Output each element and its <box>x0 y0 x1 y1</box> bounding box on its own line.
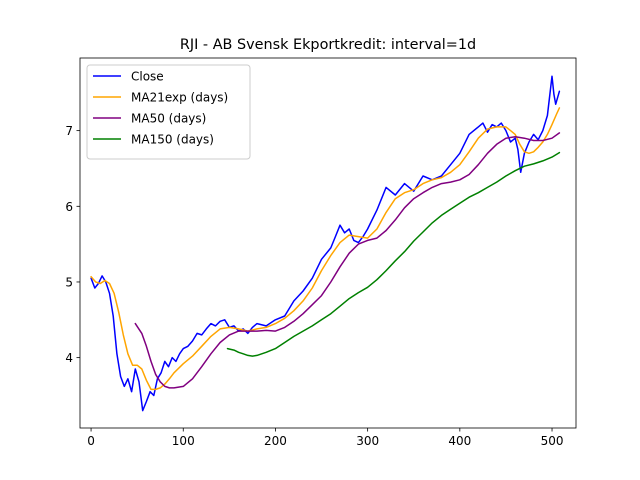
x-axis: 0 100 200 300 400 500 <box>87 428 563 448</box>
x-tick-label: 500 <box>541 434 564 448</box>
y-tick-label: 7 <box>65 124 73 138</box>
x-tick-label: 200 <box>264 434 287 448</box>
y-tick-label: 4 <box>65 351 73 365</box>
legend-label-3: MA150 (days) <box>131 133 214 147</box>
series-line-1 <box>90 107 561 391</box>
y-axis: 4 5 6 7 <box>65 124 80 365</box>
x-tick-label: 400 <box>448 434 471 448</box>
legend-label-1: MA21exp (days) <box>131 91 228 105</box>
plot-frame <box>79 57 577 429</box>
y-tick-label: 5 <box>65 275 73 289</box>
series-line-0 <box>90 75 561 412</box>
legend: Close MA21exp (days) MA50 (days) MA150 (day… <box>86 64 251 160</box>
legend-label-0: Close <box>131 70 164 84</box>
y-tick-label: 6 <box>65 200 73 214</box>
x-tick-label: 0 <box>87 434 95 448</box>
chart-title: RJI - AB Svensk Ekportkredit: interval=1… <box>180 37 476 53</box>
series-line-2 <box>134 132 561 389</box>
legend-box <box>86 64 251 160</box>
x-tick-label: 100 <box>172 434 195 448</box>
series-layer <box>90 75 561 412</box>
series-line-3 <box>226 151 561 357</box>
x-tick-label: 300 <box>356 434 379 448</box>
legend-label-2: MA50 (days) <box>131 112 206 126</box>
